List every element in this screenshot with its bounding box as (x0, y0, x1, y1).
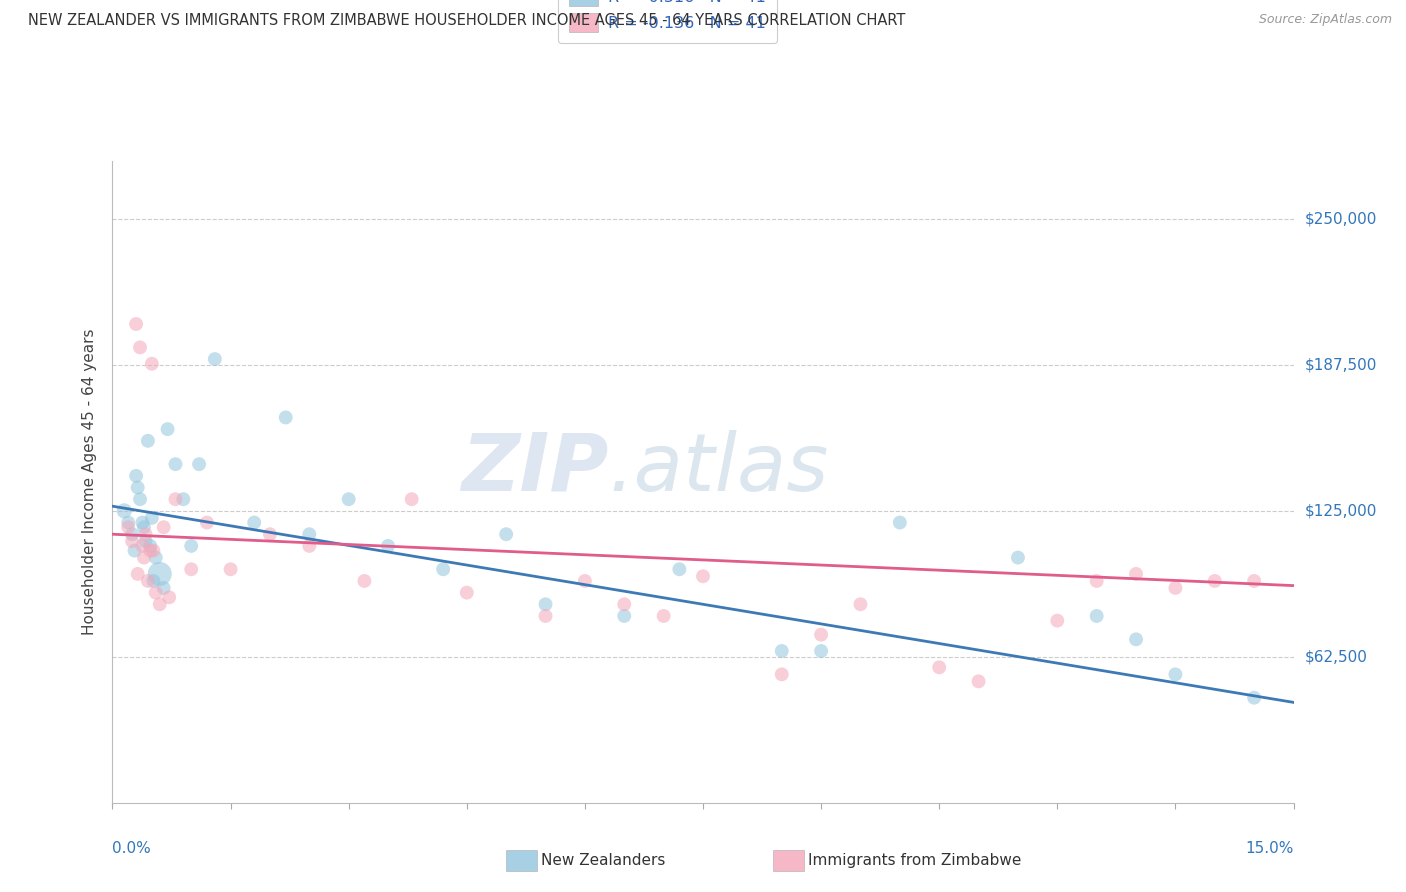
Point (1164, 581, 1187, 595)
Point (810, 627, 832, 641)
Point (377, 539, 399, 553)
Point (157, 591, 180, 605)
Point (142, 543, 165, 558)
Point (810, 644, 832, 658)
Point (125, 468, 148, 483)
Point (141, 357, 163, 371)
Point (136, 434, 159, 448)
Point (432, 562, 454, 576)
Text: $62,500: $62,500 (1305, 649, 1368, 665)
Point (259, 527, 281, 541)
Text: 0.0%: 0.0% (112, 841, 152, 856)
Point (337, 492, 360, 507)
Y-axis label: Householder Income Ages 45 - 64 years: Householder Income Ages 45 - 64 years (82, 328, 97, 635)
Point (652, 609, 675, 624)
Point (889, 516, 911, 530)
Point (165, 457, 187, 471)
Point (121, 534, 143, 549)
Point (692, 569, 714, 583)
Point (139, 543, 162, 558)
Point (1085, 574, 1108, 588)
Point (195, 516, 218, 530)
Text: ZIP: ZIP (461, 430, 609, 508)
Point (156, 422, 179, 436)
Point (131, 539, 153, 553)
Point (1164, 667, 1187, 681)
Point (145, 550, 167, 565)
Point (180, 562, 202, 576)
Point (139, 539, 162, 553)
Text: $250,000: $250,000 (1305, 211, 1376, 227)
Point (1125, 632, 1147, 647)
Point (668, 562, 690, 576)
Point (1204, 574, 1226, 588)
Legend: R = -0.316   N = 41, R = -0.136   N = 41: R = -0.316 N = 41, R = -0.136 N = 41 (558, 0, 778, 43)
Point (135, 534, 157, 549)
Point (129, 340, 152, 354)
Point (142, 574, 165, 588)
Point (152, 581, 174, 595)
Point (180, 539, 202, 553)
Text: .atlas: .atlas (609, 430, 830, 508)
Point (132, 550, 155, 565)
Point (1007, 550, 1029, 565)
Point (274, 410, 297, 425)
Point (124, 543, 146, 558)
Point (849, 597, 872, 611)
Point (770, 667, 793, 681)
Point (136, 574, 159, 588)
Point (534, 597, 557, 611)
Point (149, 597, 172, 611)
Point (117, 516, 139, 530)
Point (204, 352, 226, 367)
Text: 15.0%: 15.0% (1246, 841, 1294, 856)
Point (121, 527, 143, 541)
Point (1046, 614, 1069, 628)
Text: Source: ZipAtlas.com: Source: ZipAtlas.com (1258, 13, 1392, 27)
Point (534, 609, 557, 624)
Point (132, 520, 155, 534)
Point (152, 520, 174, 534)
Point (770, 644, 793, 658)
Point (456, 585, 478, 599)
Point (112, 504, 135, 518)
Text: Immigrants from Zimbabwe: Immigrants from Zimbabwe (808, 854, 1022, 868)
Point (117, 520, 139, 534)
Point (928, 660, 950, 674)
Point (1125, 566, 1147, 581)
Point (1243, 574, 1265, 588)
Point (1085, 609, 1108, 624)
Point (131, 516, 153, 530)
Point (165, 492, 187, 507)
Point (219, 562, 242, 576)
Point (401, 492, 423, 507)
Point (613, 609, 636, 624)
Point (172, 492, 194, 507)
Point (613, 597, 636, 611)
Point (243, 516, 266, 530)
Point (127, 481, 149, 495)
Point (145, 585, 167, 599)
Point (141, 511, 163, 525)
Point (574, 574, 596, 588)
Text: $187,500: $187,500 (1305, 358, 1376, 372)
Point (188, 457, 211, 471)
Text: NEW ZEALANDER VS IMMIGRANTS FROM ZIMBABWE HOUSEHOLDER INCOME AGES 45 - 64 YEARS : NEW ZEALANDER VS IMMIGRANTS FROM ZIMBABW… (28, 13, 905, 29)
Point (125, 317, 148, 331)
Point (298, 527, 321, 541)
Point (298, 539, 321, 553)
Point (149, 566, 172, 581)
Point (135, 527, 157, 541)
Point (353, 574, 375, 588)
Point (495, 527, 517, 541)
Point (129, 492, 152, 507)
Text: $125,000: $125,000 (1305, 503, 1376, 518)
Point (127, 566, 149, 581)
Point (1243, 690, 1265, 705)
Text: New Zealanders: New Zealanders (541, 854, 665, 868)
Point (967, 674, 990, 689)
